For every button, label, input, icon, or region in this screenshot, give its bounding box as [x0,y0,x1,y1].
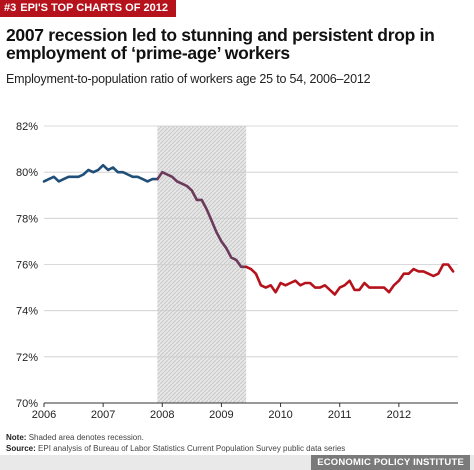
source-text: EPI analysis of Bureau of Labor Statisti… [38,444,346,453]
brand-label: ECONOMIC POLICY INSTITUTE [311,455,470,470]
chart-subtitle: Employment-to-population ratio of worker… [6,72,371,86]
x-tick-label: 2008 [150,409,174,421]
y-tick-labels: 70% 72% 74% 76% 78% 80% 82% [16,121,38,410]
x-tick-label: 2006 [32,409,56,421]
y-tick-label: 80% [16,167,38,179]
x-tick-labels: 2006 2007 2008 2009 2010 2011 2012 [32,409,411,421]
series-line-pre-recession [42,163,159,183]
note-text: Shaded area denotes recession. [28,433,144,442]
banner-text: EPI'S TOP CHARTS OF 2012 [20,2,168,14]
banner-number: #3 [4,2,17,14]
top-charts-banner: #3 EPI'S TOP CHARTS OF 2012 [0,0,176,17]
x-tick-label: 2012 [387,409,411,421]
x-tick-label: 2007 [91,409,115,421]
x-tick-label: 2011 [328,409,352,421]
gridlines [44,125,458,358]
y-tick-label: 76% [16,260,38,272]
chart-notes: Note: Shaded area denotes recession. Sou… [6,432,345,454]
series-line-recession [156,170,248,269]
y-tick-label: 74% [16,306,38,318]
series-lines [42,163,455,296]
note-line: Note: Shaded area denotes recession. [6,432,345,443]
x-tick-label: 2009 [209,409,233,421]
y-tick-label: 72% [16,352,38,364]
y-tick-label: 70% [16,398,38,410]
note-label: Note: [6,433,27,442]
source-label: Source: [6,444,36,453]
y-tick-label: 78% [16,213,38,225]
chart-title: 2007 recession led to stunning and persi… [6,25,435,63]
x-tick-label: 2010 [268,409,292,421]
y-tick-label: 82% [16,121,38,133]
series-line-post-recession [244,263,455,296]
source-line: Source: EPI analysis of Bureau of Labor … [6,443,345,454]
line-chart: 70%72%74%76%78%80%82% 2006 2007 2008 2009 20… [16,121,458,421]
axes [43,402,458,407]
